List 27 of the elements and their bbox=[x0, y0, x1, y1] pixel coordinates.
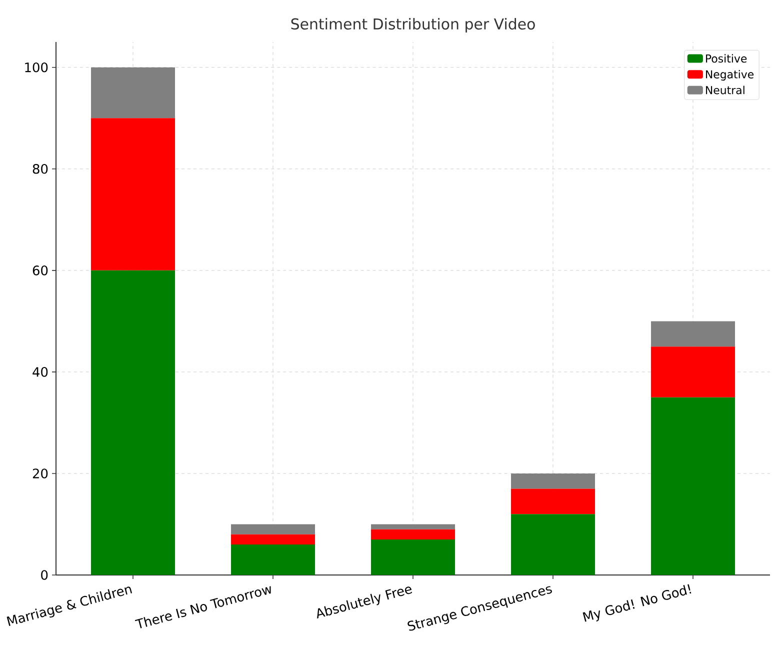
bar bbox=[91, 118, 175, 270]
bar bbox=[91, 67, 175, 118]
bar bbox=[91, 270, 175, 575]
bar bbox=[651, 397, 736, 575]
bar bbox=[511, 473, 596, 489]
y-tick-label: 40 bbox=[32, 367, 48, 377]
bar bbox=[371, 539, 456, 575]
bar bbox=[231, 524, 316, 534]
y-tick-label: 20 bbox=[32, 468, 48, 478]
legend-label: Negative bbox=[706, 70, 754, 81]
y-tick-label: 80 bbox=[32, 164, 48, 174]
y-tick-label: 0 bbox=[41, 570, 48, 580]
bar bbox=[511, 488, 596, 514]
bar bbox=[371, 529, 456, 540]
bar bbox=[651, 346, 736, 398]
bar bbox=[511, 514, 596, 575]
legend-label: Neutral bbox=[706, 86, 744, 94]
bar bbox=[371, 524, 456, 530]
y-tick-label: 100 bbox=[25, 62, 48, 72]
bar bbox=[651, 321, 736, 347]
y-tick-label: 60 bbox=[32, 266, 48, 276]
chart-title: Sentiment Distribution per Video bbox=[291, 18, 535, 32]
legend-label: Positive bbox=[706, 54, 747, 63]
bar bbox=[231, 534, 316, 545]
x-tick-label: My God! No God! bbox=[582, 584, 692, 622]
bar bbox=[231, 544, 316, 575]
x-tick-label: Marriage & Children bbox=[6, 586, 132, 626]
